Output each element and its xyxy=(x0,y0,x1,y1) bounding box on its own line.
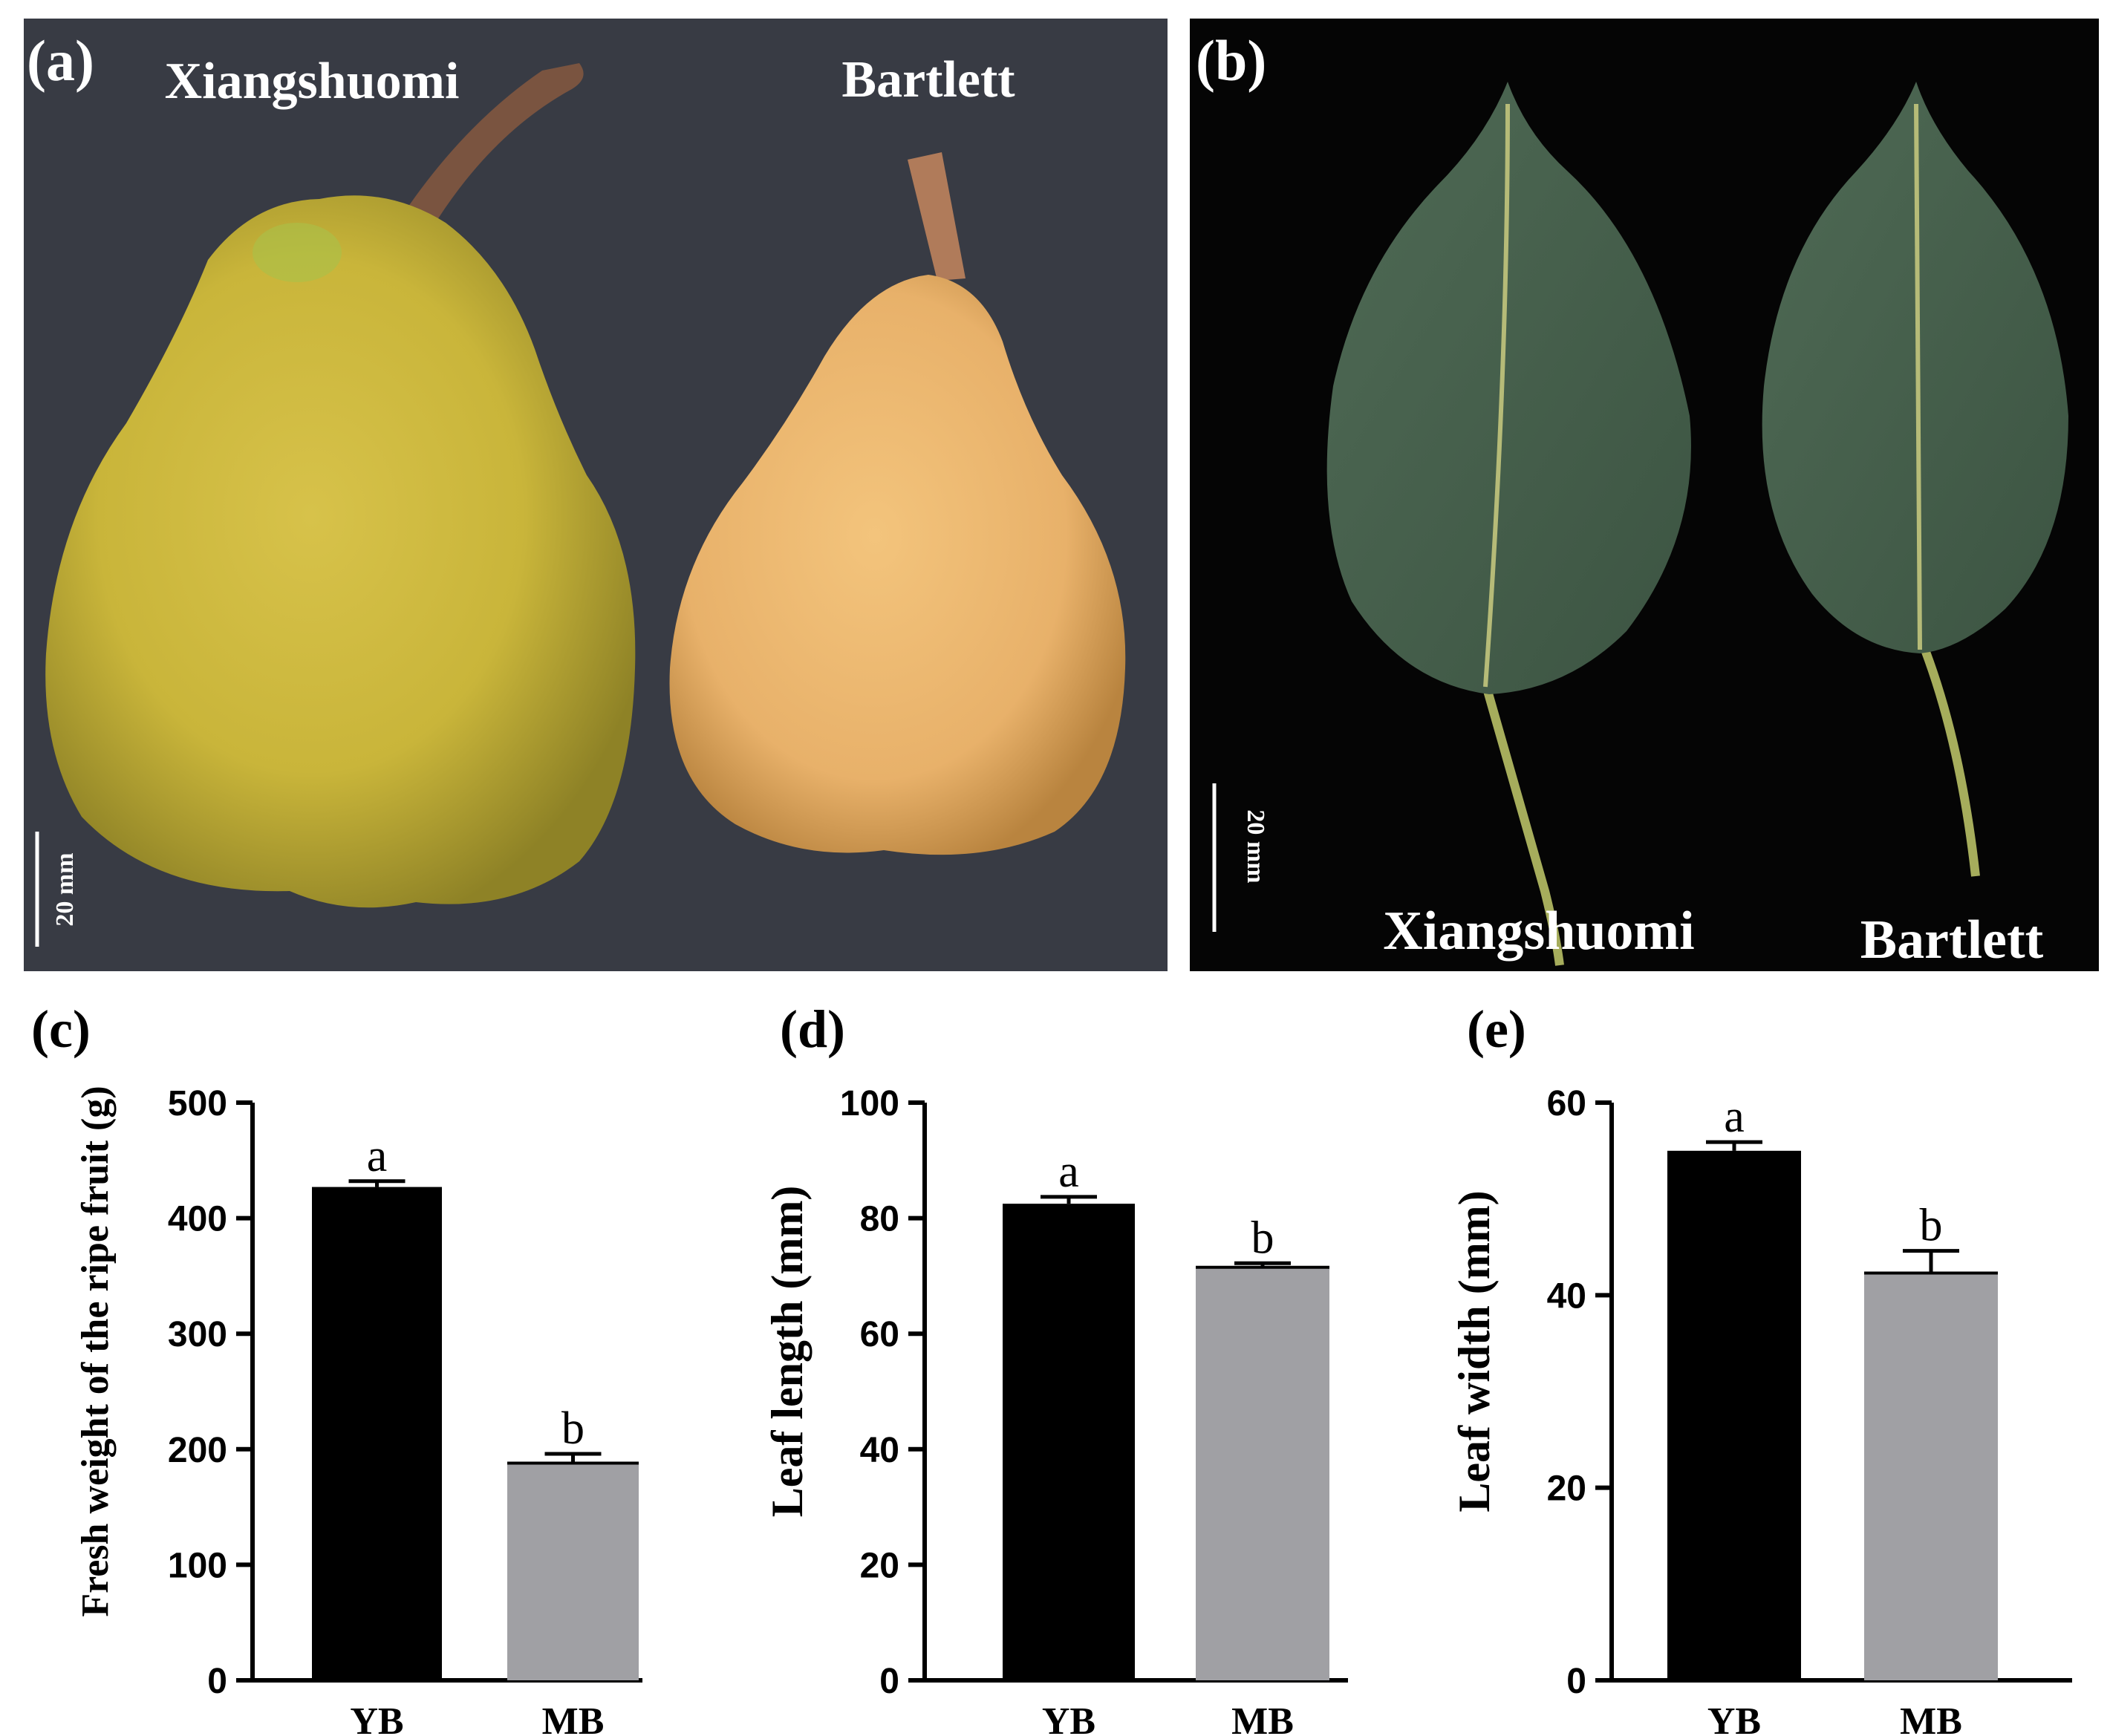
panel-a-cultivar-xiangshuomi: Xiangshuomi xyxy=(165,53,460,110)
x-tick-label: MB xyxy=(542,1700,605,1736)
y-tick-label: 20 xyxy=(860,1546,899,1585)
y-tick-label: 40 xyxy=(1547,1276,1586,1316)
panel-b-scale-label: 20 mm xyxy=(1242,809,1269,883)
significance-letter: b xyxy=(561,1403,585,1454)
bartlett-leaf-midrib xyxy=(1914,103,1922,650)
xiangshuomi-leaf xyxy=(1326,82,1691,694)
significance-letter: a xyxy=(1724,1091,1745,1142)
y-axis-title: Leaf width (mm) xyxy=(1450,1190,1499,1512)
y-tick-label: 400 xyxy=(168,1200,227,1239)
xiangshuomi-pear xyxy=(45,195,636,908)
significance-letter: a xyxy=(1058,1146,1079,1197)
panel-label: (c) xyxy=(31,999,91,1059)
x-tick-label: YB xyxy=(350,1700,403,1736)
xiangshuomi-leaf-petiole xyxy=(1481,682,1564,966)
x-tick-label: YB xyxy=(1042,1700,1095,1736)
y-tick-label: 300 xyxy=(168,1315,227,1354)
bartlett-pear-stem xyxy=(908,152,966,281)
panel-a-label: (a) xyxy=(27,28,94,93)
panel-a-cultivar-bartlett: Bartlett xyxy=(841,51,1015,108)
y-tick-label: 100 xyxy=(168,1546,227,1585)
y-axis-title: Leaf length (mm) xyxy=(763,1186,812,1518)
bartlett-leaf-petiole xyxy=(1919,644,1980,877)
y-tick-label: 40 xyxy=(860,1431,899,1470)
y-tick-label: 0 xyxy=(879,1662,899,1701)
panel-a-scale-label: 20 mm xyxy=(51,852,79,926)
bartlett-pear xyxy=(669,275,1126,855)
significance-letter: b xyxy=(1251,1213,1274,1263)
panel-label: (e) xyxy=(1467,999,1526,1059)
panel-label: (d) xyxy=(780,999,845,1059)
y-tick-label: 60 xyxy=(860,1315,899,1354)
xiangshuomi-pear-stem xyxy=(397,63,584,230)
y-tick-label: 0 xyxy=(1566,1662,1586,1701)
y-tick-label: 500 xyxy=(168,1084,227,1123)
xiangshuomi-leaf-midrib xyxy=(1483,103,1510,688)
bar-yb xyxy=(1003,1204,1135,1680)
bartlett-leaf xyxy=(1762,82,2068,653)
panel-a-photo: 20 mm (a) Xiangshuomi Bartlett xyxy=(24,19,1168,971)
xiangshuomi-pear-highlight xyxy=(253,223,342,282)
panel-b-label: (b) xyxy=(1196,28,1266,93)
panel-b-photo: 20 mm (b) Xiangshuomi Bartlett xyxy=(1190,19,2099,971)
y-tick-label: 200 xyxy=(168,1431,227,1470)
y-axis-title: Fresh weight of the ripe fruit (g) xyxy=(74,1086,117,1616)
panel-b-cultivar-xiangshuomi: Xiangshuomi xyxy=(1383,901,1694,962)
chart-fresh-weight: (c) Fresh weight of the ripe fruit (g) 0 10… xyxy=(31,999,642,1736)
bar-mb xyxy=(507,1463,639,1680)
bar-yb xyxy=(312,1187,442,1680)
significance-letter: b xyxy=(1920,1201,1943,1251)
chart-leaf-width: (e) Leaf width (mm) 0 20 40 60 a YB b MB xyxy=(1450,999,2072,1736)
bar-mb xyxy=(1196,1267,1329,1680)
bar-yb xyxy=(1667,1150,1801,1680)
x-tick-label: YB xyxy=(1707,1700,1761,1736)
panel-b-cultivar-bartlett: Bartlett xyxy=(1860,910,2044,970)
x-tick-label: MB xyxy=(1900,1700,1962,1736)
y-tick-label: 100 xyxy=(840,1084,899,1123)
y-tick-label: 20 xyxy=(1547,1469,1586,1509)
y-tick-label: 80 xyxy=(860,1200,899,1239)
bar-mb xyxy=(1864,1273,1998,1680)
chart-leaf-length: (d) Leaf length (mm) 0 20 40 60 80 100 a YB b MB xyxy=(763,999,1348,1736)
y-tick-label: 60 xyxy=(1547,1084,1586,1123)
x-tick-label: MB xyxy=(1231,1700,1294,1736)
significance-letter: a xyxy=(367,1131,388,1181)
y-tick-label: 0 xyxy=(207,1662,227,1701)
